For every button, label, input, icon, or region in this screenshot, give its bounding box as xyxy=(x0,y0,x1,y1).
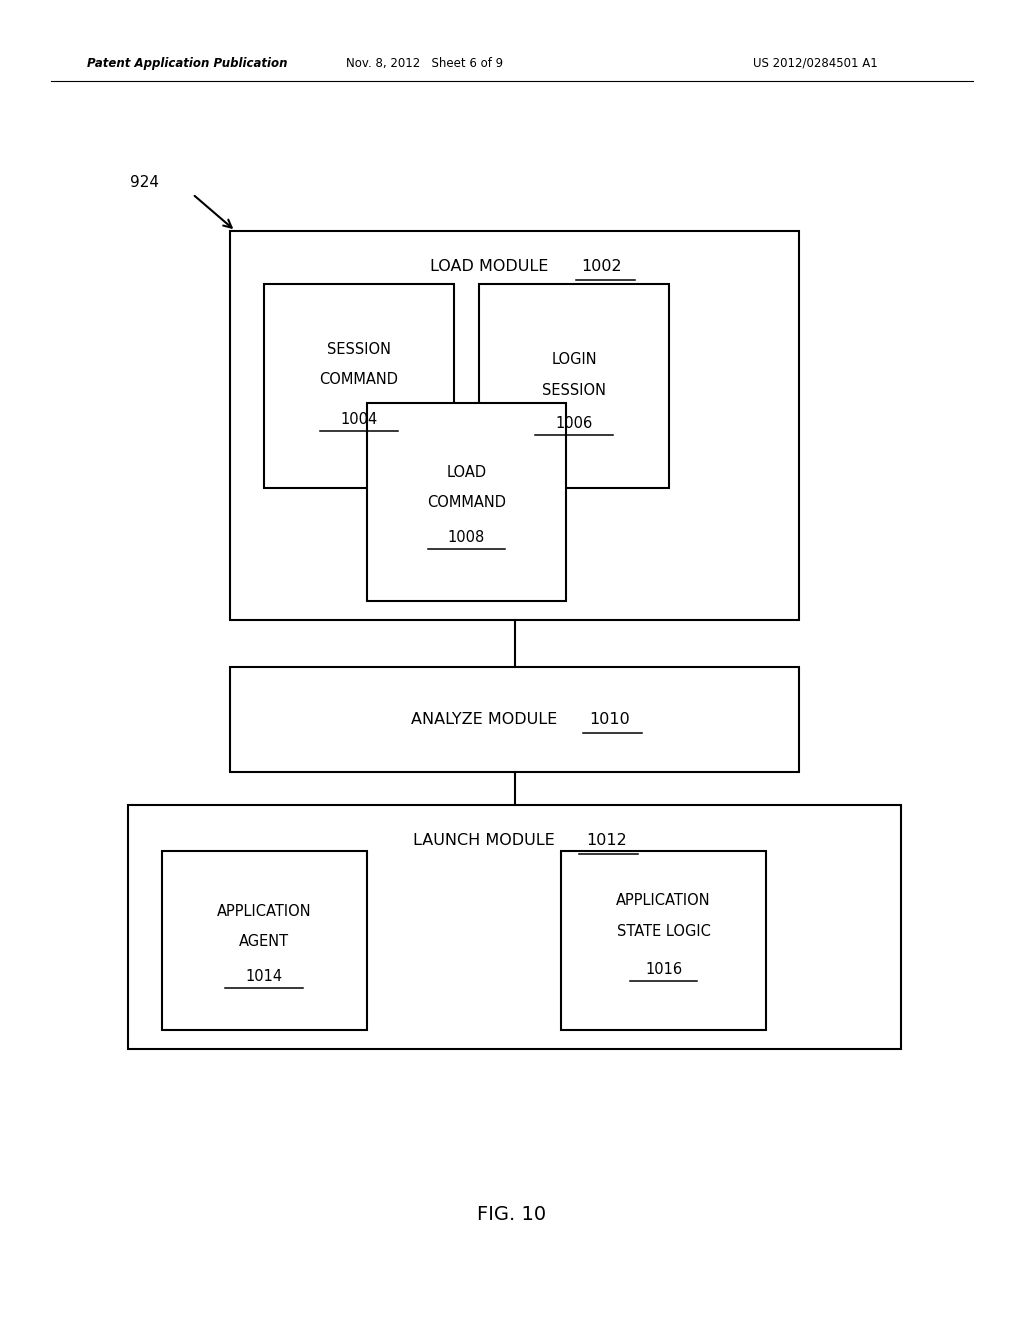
Text: 1004: 1004 xyxy=(340,412,378,426)
Bar xyxy=(128,805,901,1049)
Text: SESSION: SESSION xyxy=(327,342,391,356)
Bar xyxy=(561,851,766,1030)
Text: US 2012/0284501 A1: US 2012/0284501 A1 xyxy=(753,57,878,70)
Text: ANALYZE MODULE: ANALYZE MODULE xyxy=(411,711,557,727)
Text: Patent Application Publication: Patent Application Publication xyxy=(87,57,288,70)
Text: 1014: 1014 xyxy=(246,969,283,983)
Text: COMMAND: COMMAND xyxy=(427,495,506,511)
Text: APPLICATION: APPLICATION xyxy=(217,904,311,919)
Text: AGENT: AGENT xyxy=(240,935,289,949)
Text: STATE LOGIC: STATE LOGIC xyxy=(616,924,711,939)
Text: APPLICATION: APPLICATION xyxy=(616,894,711,908)
Text: LAUNCH MODULE: LAUNCH MODULE xyxy=(413,833,555,849)
Bar xyxy=(230,667,799,772)
Text: SESSION: SESSION xyxy=(542,383,606,397)
Text: 1016: 1016 xyxy=(645,962,682,977)
Bar xyxy=(367,403,566,601)
Text: 1008: 1008 xyxy=(447,529,485,545)
Text: LOAD MODULE: LOAD MODULE xyxy=(430,259,548,275)
Text: FIG. 10: FIG. 10 xyxy=(477,1205,547,1224)
Text: 1012: 1012 xyxy=(587,833,627,849)
Bar xyxy=(479,284,669,488)
Text: 924: 924 xyxy=(130,174,159,190)
Text: 1006: 1006 xyxy=(555,416,593,430)
Text: Nov. 8, 2012   Sheet 6 of 9: Nov. 8, 2012 Sheet 6 of 9 xyxy=(346,57,504,70)
Text: COMMAND: COMMAND xyxy=(319,372,398,387)
Bar xyxy=(230,231,799,620)
Text: 1002: 1002 xyxy=(582,259,622,275)
Bar xyxy=(162,851,367,1030)
Text: LOGIN: LOGIN xyxy=(551,352,597,367)
Text: LOAD: LOAD xyxy=(446,465,486,480)
Text: 1010: 1010 xyxy=(590,711,630,727)
Bar xyxy=(264,284,454,488)
